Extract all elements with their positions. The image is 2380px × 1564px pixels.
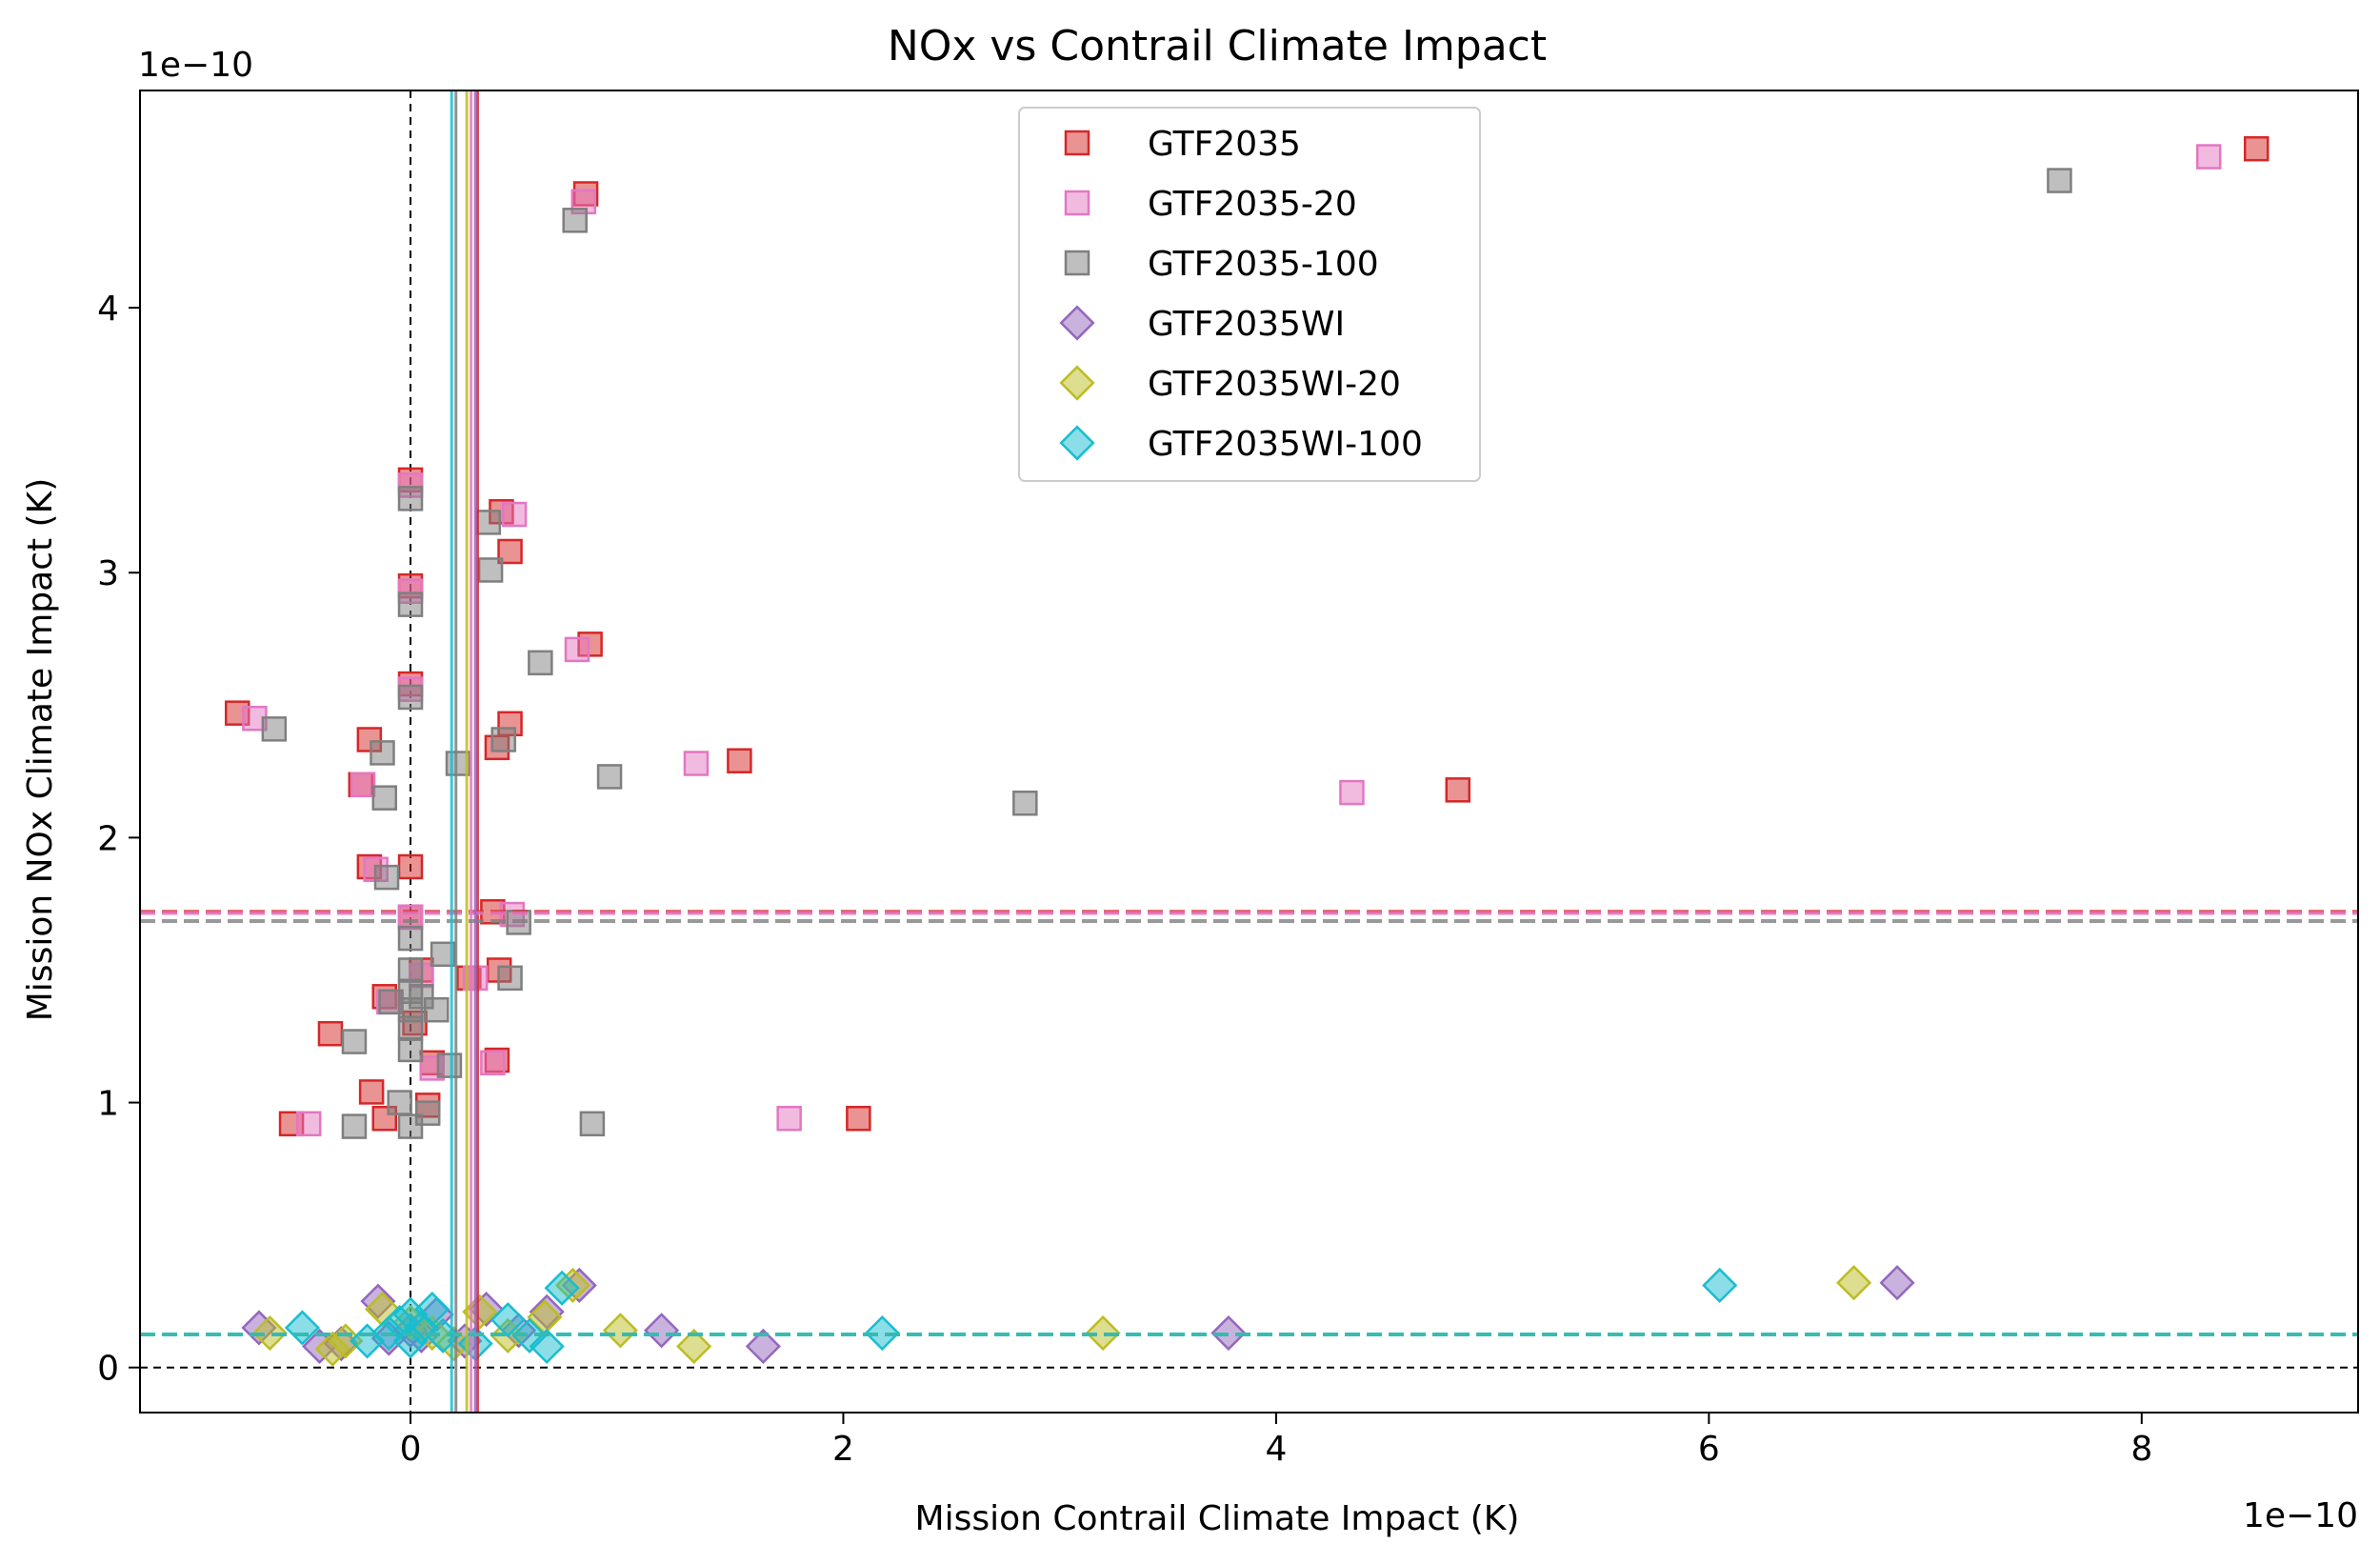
point-GTF2035WI-14 (745, 1328, 781, 1365)
point-GTF2035-100-24 (475, 510, 502, 535)
point-GTF2035WI-13 (644, 1313, 680, 1349)
point-GTF2035-100-31 (579, 1111, 606, 1137)
legend-marker-GTF2035WI-100 (1059, 425, 1095, 461)
point-GTF2035-100-33 (1012, 790, 1038, 816)
x-tick-label-6: 6 (1698, 1430, 1720, 1469)
point-GTF2035-100-9 (397, 592, 424, 617)
point-GTF2035-100-16 (397, 1036, 424, 1063)
y-axis-label: Mission NOx Climate Impact (K) (21, 478, 60, 1022)
point-GTF2035-2 (317, 1020, 344, 1047)
x-tick-label-0: 0 (400, 1430, 422, 1469)
point-GTF2035-31 (2243, 135, 2270, 162)
y-tick-label-0: 0 (97, 1350, 119, 1389)
point-GTF2035-100-3 (370, 740, 395, 766)
y-tick-label-3: 3 (97, 554, 119, 593)
point-GTF2035-100-30 (562, 208, 588, 233)
point-GTF2035-100-11 (397, 925, 424, 952)
point-GTF2035-100-2 (341, 1113, 368, 1139)
point-GTF2035WI-100-0 (284, 1310, 320, 1346)
point-GTF2035-20-12 (480, 1050, 506, 1076)
x-tick-label-2: 2 (832, 1430, 854, 1469)
point-GTF2035-6 (358, 1079, 385, 1105)
legend-label-GTF2035: GTF2035 (1148, 125, 1301, 164)
x-tick-label-4: 4 (1265, 1430, 1287, 1469)
y-tick-label-4: 4 (97, 290, 119, 329)
point-GTF2035-100-12 (397, 957, 424, 983)
point-GTF2035-100-26 (490, 727, 516, 752)
series-GTF2035-100 (261, 168, 2072, 1139)
point-GTF2035-100-20 (424, 996, 450, 1023)
point-GTF2035-30 (1445, 777, 1471, 803)
point-GTF2035-100-29 (528, 650, 553, 676)
legend-marker-GTF2035WI-20 (1059, 365, 1095, 401)
y-tick-label-2: 2 (97, 819, 119, 858)
axes-frame (139, 90, 2359, 1414)
point-GTF2035WI-100-12 (529, 1328, 565, 1365)
chart-title: NOx vs Contrail Climate Impact (888, 22, 1547, 70)
x-axis-label: Mission Contrail Climate Impact (K) (915, 1499, 1520, 1538)
point-GTF2035-28 (727, 748, 752, 773)
point-GTF2035-100-8 (397, 486, 424, 511)
point-GTF2035WI-20-12 (676, 1328, 712, 1365)
point-GTF2035-100-32 (596, 764, 623, 790)
point-GTF2035-20-15 (564, 636, 590, 663)
point-GTF2035-100-10 (397, 684, 424, 711)
point-GTF2035-100-0 (261, 716, 288, 742)
point-GTF2035-100-1 (341, 1029, 368, 1054)
legend-marker-GTF2035WI (1059, 305, 1095, 341)
point-GTF2035-20-8 (397, 904, 424, 931)
legend-marker-GTF2035-100 (1064, 250, 1090, 276)
point-GTF2035WI-16 (1879, 1265, 1915, 1301)
point-GTF2035-100-34 (2047, 168, 2072, 193)
point-GTF2035WI-20-11 (602, 1313, 638, 1349)
point-GTF2035-100-5 (373, 864, 400, 891)
point-GTF2035-100-17 (397, 1113, 424, 1139)
point-GTF2035WI-100-7 (414, 1291, 450, 1328)
plot-area: 0 2 4 6 8 0 1 2 3 4 (97, 90, 2359, 1469)
point-GTF2035-20-2 (350, 772, 376, 798)
point-GTF2035-100-19 (414, 1100, 441, 1126)
point-GTF2035WI-100-10 (490, 1302, 526, 1338)
point-GTF2035WI-20-13 (1085, 1314, 1121, 1352)
point-GTF2035WI-100-13 (544, 1270, 580, 1306)
point-GTF2035-100-7 (387, 1090, 412, 1115)
point-GTF2035-100-22 (436, 1053, 463, 1078)
point-GTF2035-100-25 (477, 557, 504, 583)
x-tick-label-8: 8 (2130, 1430, 2152, 1469)
legend: GTF2035 GTF2035-20 GTF2035-100 GTF2035WI GTF… (1018, 107, 1481, 482)
point-GTF2035-20-19 (1339, 779, 1365, 806)
x-axis-offset-text: 1e−10 (2243, 1496, 2358, 1535)
point-GTF2035-100-4 (371, 785, 398, 811)
point-GTF2035-20-14 (501, 501, 528, 528)
point-GTF2035WI-20-14 (1836, 1265, 1872, 1301)
point-GTF2035-12 (397, 853, 424, 880)
point-GTF2035-20-17 (683, 751, 710, 776)
legend-marker-GTF2035-20 (1064, 190, 1090, 216)
point-GTF2035-20-1 (295, 1111, 322, 1137)
legend-label-GTF2035WI-100: GTF2035WI-100 (1148, 425, 1423, 464)
legend-box (1018, 107, 1481, 482)
point-GTF2035-29 (846, 1105, 871, 1132)
legend-label-GTF2035WI-20: GTF2035WI-20 (1148, 365, 1401, 404)
point-GTF2035-20-18 (776, 1105, 802, 1132)
plot-data-layer (140, 90, 2358, 1413)
point-GTF2035-100-15 (397, 1015, 424, 1041)
point-GTF2035-100-27 (497, 965, 523, 992)
legend-marker-GTF2035 (1064, 130, 1090, 156)
y-axis-offset-text: 1e−10 (138, 46, 253, 85)
point-GTF2035WI-100-14 (864, 1314, 900, 1352)
point-GTF2035WI-20-0 (251, 1314, 288, 1352)
point-GTF2035WI-100-15 (1702, 1267, 1738, 1304)
legend-label-GTF2035-20: GTF2035-20 (1148, 185, 1357, 224)
y-tick-label-1: 1 (97, 1085, 119, 1124)
point-GTF2035-20-20 (2195, 144, 2222, 170)
legend-label-GTF2035-100: GTF2035-100 (1148, 245, 1379, 284)
legend-label-GTF2035WI: GTF2035WI (1148, 305, 1345, 344)
